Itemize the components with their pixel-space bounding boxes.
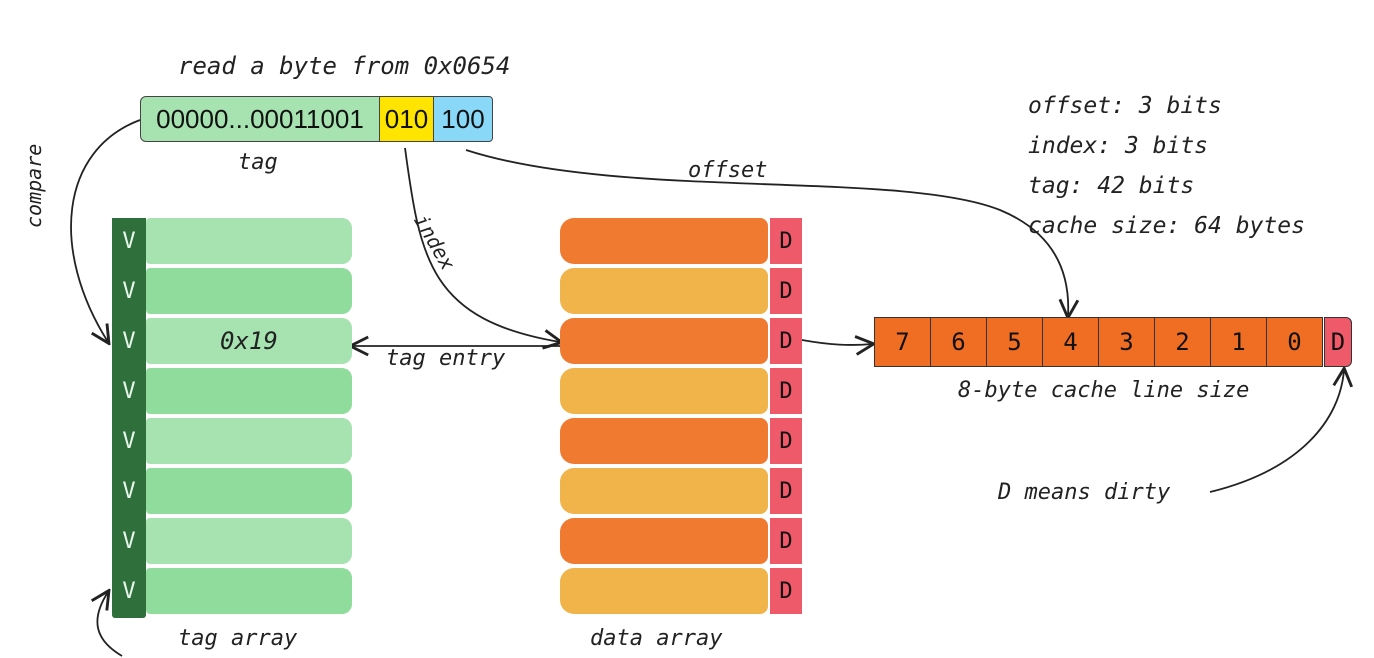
cache-parameters: offset: 3 bits index: 3 bits tag: 42 bit… [1028,86,1305,246]
bottom-left-arrow [97,592,123,657]
dirty-bit: D [770,568,802,614]
data-block-row [560,318,768,364]
tag-entry-row [146,218,352,264]
valid-bit: V [112,318,146,364]
cache-line-dirty-bit: D [1324,317,1352,367]
offset-label: offset [688,158,768,183]
dirty-bit: D [770,468,802,514]
valid-bit: V [112,568,146,614]
cache-line-byte: 0 [1266,317,1323,367]
dirty-bit: D [770,268,802,314]
compare-arrow [70,119,141,342]
tag-entry-row [146,518,352,564]
data-block-row [560,468,768,514]
tag-entry-row [146,568,352,614]
tag-entry-row [146,368,352,414]
cache-line-byte: 4 [1042,317,1099,367]
tag-entry-value: 0x19 [220,327,278,355]
index-arrow [404,147,560,342]
dirty-note-arrow [1209,370,1344,493]
cache-line-byte: 3 [1098,317,1155,367]
data-block-row [560,268,768,314]
tag-entry-row [146,418,352,464]
address-offset-field: 100 [433,96,493,142]
valid-bit: V [112,468,146,514]
data-block-row [560,368,768,414]
dirty-bit: D [770,368,802,414]
valid-bit: V [112,268,146,314]
dirty-bit: D [770,518,802,564]
data-block-row [560,418,768,464]
tag-entry-row [146,468,352,514]
address-index-field: 010 [379,96,434,142]
address-tag-label: tag [238,150,278,175]
cache-line-byte: 6 [930,317,987,367]
dirty-bit: D [770,418,802,464]
compare-label: compare [22,143,46,228]
cache-line-byte: 1 [1210,317,1267,367]
cache-line-arrow [801,340,872,345]
data-block-row [560,518,768,564]
offset-bits-info: offset: 3 bits [1028,93,1222,119]
cache-line-byte: 2 [1154,317,1211,367]
cache-size-info: cache size: 64 bytes [1028,213,1305,239]
valid-bit: V [112,518,146,564]
valid-bit: V [112,418,146,464]
data-block-row [560,568,768,614]
cache-line-byte: 5 [986,317,1043,367]
offset-arrow [465,149,1068,316]
dirty-bit: D [770,318,802,364]
tag-entry-label: tag entry [386,346,506,371]
valid-bit: V [112,218,146,264]
index-bits-info: index: 3 bits [1028,133,1209,159]
tag-bits-info: tag: 42 bits [1028,173,1195,199]
tag-entry-row [146,268,352,314]
data-array-label: data array [590,626,723,651]
dirty-bit: D [770,218,802,264]
tag-array-label: tag array [178,626,298,651]
dirty-note: D means dirty [998,480,1171,505]
cache-line-byte: 7 [874,317,931,367]
valid-bit: V [112,368,146,414]
tag-entry-row: 0x19 [146,318,352,364]
data-block-row [560,218,768,264]
diagram-title: read a byte from 0x0654 [178,52,511,80]
cache-line-label: 8-byte cache line size [958,378,1250,403]
address-tag-field: 00000...00011001 [140,96,380,142]
